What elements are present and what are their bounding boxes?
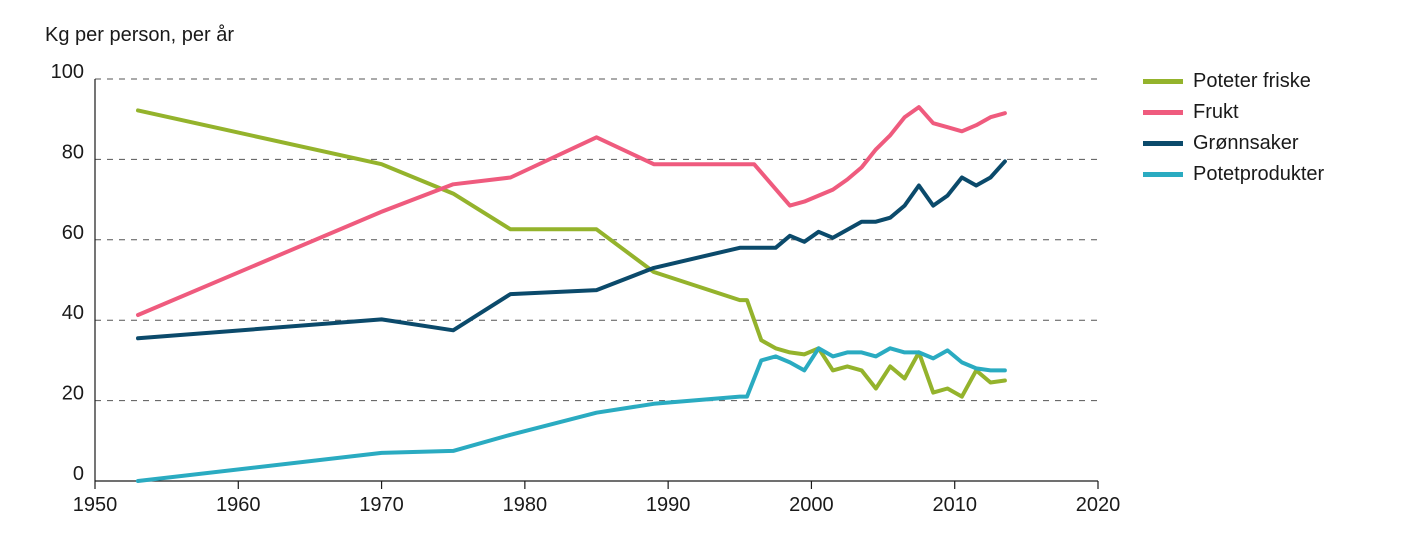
legend-label: Poteter friske (1193, 70, 1311, 92)
y-tick-label: 80 (62, 141, 84, 163)
legend-item: Frukt (1143, 97, 1324, 128)
legend-item: Grønnsaker (1143, 128, 1324, 159)
series-line-3 (136, 159, 1007, 341)
legend-swatch (1143, 79, 1183, 84)
x-tick-label: 1950 (73, 494, 118, 516)
series-line-1 (136, 108, 1007, 399)
x-tick-label: 1960 (216, 494, 261, 516)
y-tick-label: 100 (51, 61, 84, 83)
axes: 0 20 40 60 80 100 1950 1960 1970 1980 1990 2000 2010… (51, 61, 1121, 516)
x-tick-label: 2000 (789, 494, 834, 516)
x-tick-label: 1980 (503, 494, 548, 516)
series-line-4 (136, 346, 1007, 483)
legend: Poteter friske Frukt Grønnsaker Potetproduk… (1143, 66, 1324, 190)
legend-label: Potetprodukter (1193, 163, 1325, 185)
x-tick-label: 2010 (932, 494, 977, 516)
y-tick-label: 40 (62, 302, 84, 324)
x-tick-label: 1990 (646, 494, 691, 516)
series-line-2 (136, 105, 1007, 317)
legend-item: Potetprodukter (1143, 159, 1324, 190)
series-lines (136, 105, 1007, 483)
y-tick-label: 0 (73, 463, 84, 485)
legend-item: Poteter friske (1143, 66, 1324, 97)
legend-swatch (1143, 141, 1183, 146)
y-tick-label: 20 (62, 383, 84, 405)
x-tick-label: 1970 (359, 494, 404, 516)
legend-label: Grønnsaker (1193, 132, 1299, 154)
y-tick-label: 60 (62, 222, 84, 244)
legend-swatch (1143, 110, 1183, 115)
legend-swatch (1143, 172, 1183, 177)
x-tick-label: 2020 (1076, 494, 1121, 516)
y-axis-label: Kg per person, per år (45, 24, 234, 46)
legend-label: Frukt (1193, 101, 1239, 123)
